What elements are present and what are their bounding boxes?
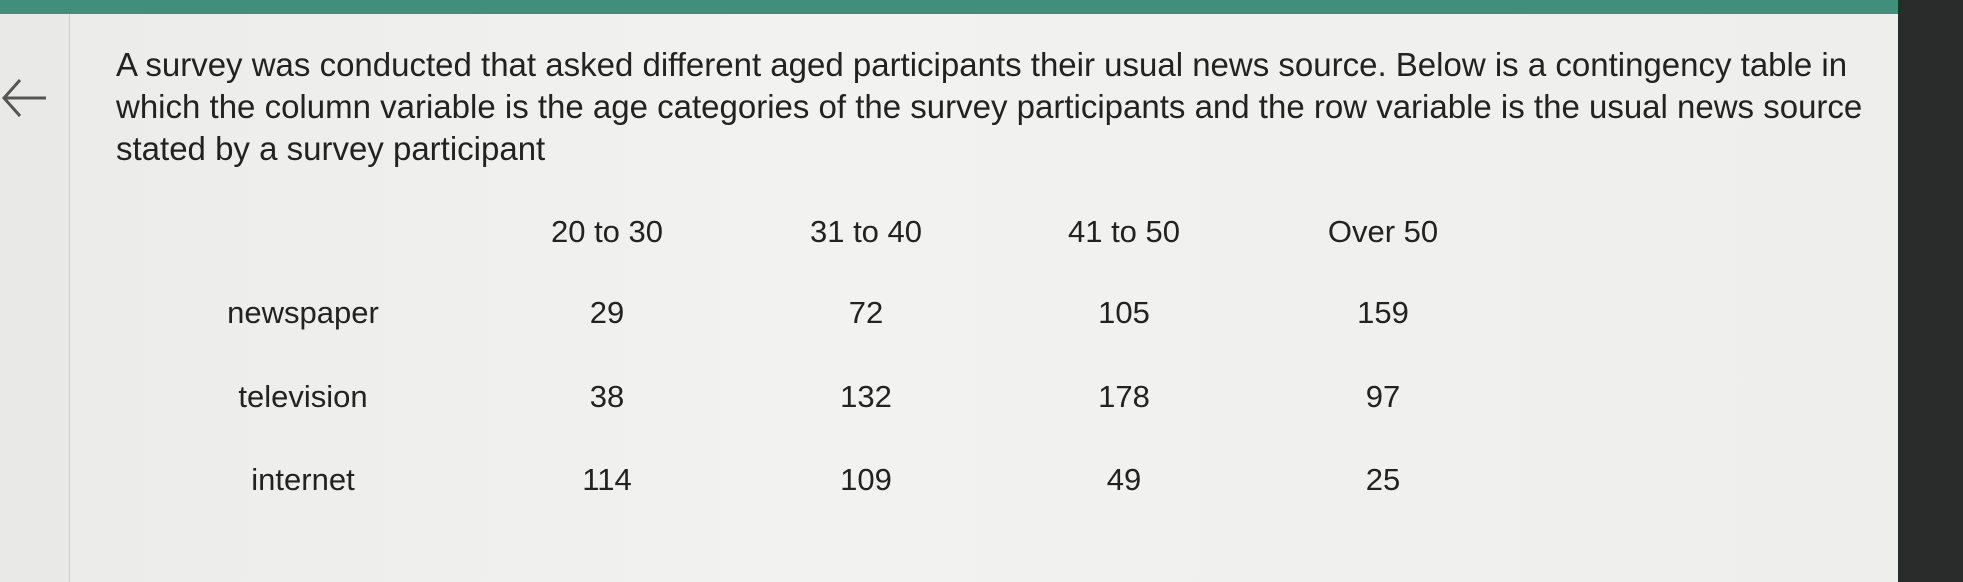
row-label: newspaper bbox=[227, 295, 379, 330]
table-cell: 159 bbox=[1357, 295, 1409, 330]
row-label: internet bbox=[251, 462, 355, 497]
column-header: 20 to 30 bbox=[550, 214, 664, 249]
table-cell: 114 bbox=[582, 462, 632, 497]
table-cell: 49 bbox=[1106, 462, 1142, 497]
table-cell: 72 bbox=[848, 295, 884, 330]
screen-edge bbox=[1898, 0, 1963, 582]
table-cell: 25 bbox=[1365, 462, 1401, 497]
table-cell: 132 bbox=[840, 379, 892, 414]
content-panel bbox=[70, 14, 1898, 582]
column-header: 41 to 50 bbox=[1067, 214, 1181, 249]
back-arrow[interactable] bbox=[0, 70, 60, 130]
table-cell: 109 bbox=[840, 462, 892, 497]
top-bar bbox=[0, 0, 1963, 14]
column-header: 31 to 40 bbox=[809, 214, 923, 249]
table-cell: 29 bbox=[589, 295, 625, 330]
column-header: Over 50 bbox=[1327, 214, 1439, 249]
table-cell: 38 bbox=[589, 379, 625, 414]
table-cell: 97 bbox=[1365, 379, 1401, 414]
question-text: A survey was conducted that asked differ… bbox=[116, 46, 1863, 167]
row-label: television bbox=[238, 379, 368, 414]
table-cell: 105 bbox=[1098, 295, 1150, 330]
table-cell: 178 bbox=[1098, 379, 1150, 414]
